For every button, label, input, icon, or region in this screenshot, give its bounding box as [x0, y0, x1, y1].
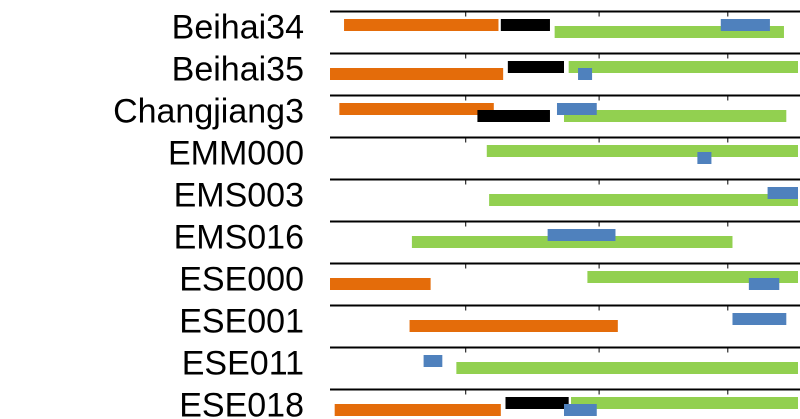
green-segment [411, 236, 733, 248]
row-label: ESE001 [179, 303, 304, 341]
blue-segment [767, 187, 798, 199]
blue-segment [697, 152, 712, 164]
orange-segment [339, 103, 494, 115]
row-label: Changjiang3 [113, 93, 304, 131]
orange-segment [344, 19, 499, 31]
row-segments [330, 19, 798, 416]
green-segment [568, 61, 798, 73]
blue-segment [423, 355, 443, 367]
row-label: ESE000 [179, 261, 304, 299]
row-label: Beihai34 [172, 9, 304, 47]
blue-segment [720, 19, 770, 31]
row-label: ESE018 [179, 387, 304, 419]
black-segment [507, 61, 564, 73]
green-segment [489, 194, 798, 206]
blue-segment [578, 68, 593, 80]
row-label: EMM000 [168, 135, 304, 173]
green-segment [571, 397, 798, 409]
row-label: EMS003 [174, 177, 304, 215]
black-segment [500, 19, 550, 31]
row-baselines [330, 10, 800, 395]
row-label: ESE011 [182, 345, 304, 383]
orange-segment [409, 320, 618, 332]
blue-segment [748, 278, 780, 290]
blue-segment [732, 313, 787, 325]
blue-segment [564, 404, 597, 416]
green-segment [456, 362, 798, 374]
black-segment [505, 397, 569, 409]
green-segment [486, 145, 798, 157]
orange-segment [330, 278, 431, 290]
black-segment [477, 110, 550, 122]
row-label: EMS016 [174, 219, 304, 257]
row-label: Beihai35 [172, 51, 304, 89]
green-segment [587, 271, 798, 283]
orange-segment [330, 68, 504, 80]
blue-segment [547, 229, 616, 241]
orange-segment [334, 404, 501, 416]
blue-segment [556, 103, 597, 115]
row-labels: Beihai34 Beihai35 Changjiang3 EMM000 EMS003 E… [113, 9, 304, 419]
green-segment [564, 110, 787, 122]
